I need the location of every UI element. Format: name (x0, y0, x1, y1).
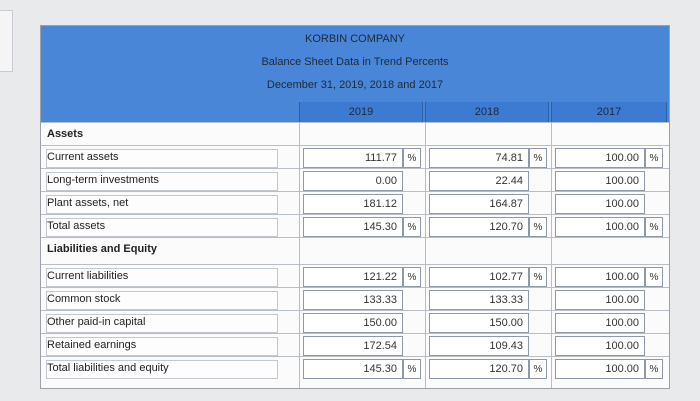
table-row: Other paid-in capital 150.00 150.00 100.… (41, 310, 669, 334)
year-header-2018: 2018 (425, 102, 549, 122)
input-2018[interactable]: 164.87 (429, 194, 529, 214)
label-cell (46, 291, 278, 310)
input-2017[interactable]: 100.00 (555, 313, 645, 333)
label-cell (46, 218, 278, 237)
input-2017[interactable]: 100.00 (555, 217, 645, 237)
input-2019[interactable]: 145.30 (303, 359, 403, 379)
column-divider (551, 122, 552, 388)
percent-sign: % (403, 359, 421, 379)
percent-sign: % (403, 267, 421, 287)
table-row: Plant assets, net 181.12 164.87 100.00 (41, 191, 669, 215)
input-2019[interactable]: 181.12 (303, 194, 403, 214)
percent-sign: % (645, 148, 663, 168)
label-cell (46, 360, 278, 379)
input-2018[interactable]: 120.70 (429, 217, 529, 237)
input-2017[interactable]: 100.00 (555, 171, 645, 191)
input-2017[interactable]: 100.00 (555, 148, 645, 168)
input-2019[interactable]: 172.54 (303, 336, 403, 356)
input-2019[interactable]: 150.00 (303, 313, 403, 333)
label-cell (46, 149, 278, 168)
input-2019[interactable]: 121.22 (303, 267, 403, 287)
year-header-2019: 2019 (299, 102, 423, 122)
input-2018[interactable]: 120.70 (429, 359, 529, 379)
input-2018[interactable]: 109.43 (429, 336, 529, 356)
company-name: KORBIN COMPANY (304, 33, 406, 45)
percent-sign: % (645, 267, 663, 287)
percent-sign: % (403, 217, 421, 237)
row-label: Retained earnings (47, 339, 137, 351)
year-header-2017: 2017 (551, 102, 667, 122)
label-cell (46, 314, 278, 333)
section-row-liabilities: Liabilities and Equity (41, 237, 669, 261)
input-2017[interactable]: 100.00 (555, 336, 645, 356)
header-band: KORBIN COMPANY Balance Sheet Data in Tre… (41, 26, 669, 122)
input-2018[interactable]: 22.44 (429, 171, 529, 191)
input-2019[interactable]: 145.30 (303, 217, 403, 237)
table-row: Common stock 133.33 133.33 100.00 (41, 287, 669, 311)
percent-sign: % (645, 359, 663, 379)
row-label: Current liabilities (47, 270, 129, 282)
row-label: Current assets (47, 151, 119, 163)
percent-sign: % (529, 148, 547, 168)
percent-sign: % (529, 267, 547, 287)
input-2019[interactable]: 133.33 (303, 290, 403, 310)
row-label: Common stock (47, 293, 121, 305)
percent-sign: % (529, 217, 547, 237)
column-divider (299, 122, 300, 388)
percent-sign: % (403, 148, 421, 168)
table-row: Current assets 111.77 % 74.81 % 100.00 % (41, 145, 669, 169)
section-heading: Assets (47, 128, 84, 140)
row-label: Total liabilities and equity (47, 362, 169, 374)
input-2017[interactable]: 100.00 (555, 194, 645, 214)
table-row-total: Total assets 145.30 % 120.70 % 100.00 % (41, 214, 669, 238)
row-label: Plant assets, net (47, 197, 129, 209)
input-2019[interactable]: 111.77 (303, 148, 403, 168)
label-cell (46, 268, 278, 287)
input-2018[interactable]: 74.81 (429, 148, 529, 168)
input-2018[interactable]: 133.33 (429, 290, 529, 310)
input-2017[interactable]: 100.00 (555, 359, 645, 379)
row-label: Total assets (47, 220, 106, 232)
input-2019[interactable]: 0.00 (303, 171, 403, 191)
section-heading: Liabilities and Equity (47, 243, 158, 255)
percent-sign: % (645, 217, 663, 237)
row-label: Long-term investments (47, 174, 159, 186)
input-2017[interactable]: 100.00 (555, 290, 645, 310)
table-row: Retained earnings 172.54 109.43 100.00 (41, 333, 669, 357)
table-row: Long-term investments 0.00 22.44 100.00 (41, 168, 669, 192)
report-title: Balance Sheet Data in Trend Percents (261, 56, 449, 68)
input-2017[interactable]: 100.00 (555, 267, 645, 287)
column-divider (425, 122, 426, 388)
table-row-total: Total liabilities and equity 145.30 % 12… (41, 356, 669, 380)
percent-sign: % (529, 359, 547, 379)
report-period: December 31, 2019, 2018 and 2017 (266, 79, 444, 91)
label-cell (46, 172, 278, 191)
table-row: Current liabilities 121.22 % 102.77 % 10… (41, 264, 669, 288)
trend-percent-sheet: KORBIN COMPANY Balance Sheet Data in Tre… (40, 25, 670, 389)
label-cell (46, 195, 278, 214)
label-cell (46, 337, 278, 356)
row-label: Other paid-in capital (47, 316, 146, 328)
section-row-assets: Assets (41, 122, 669, 146)
input-2018[interactable]: 102.77 (429, 267, 529, 287)
left-panel-edge (0, 10, 13, 72)
input-2018[interactable]: 150.00 (429, 313, 529, 333)
